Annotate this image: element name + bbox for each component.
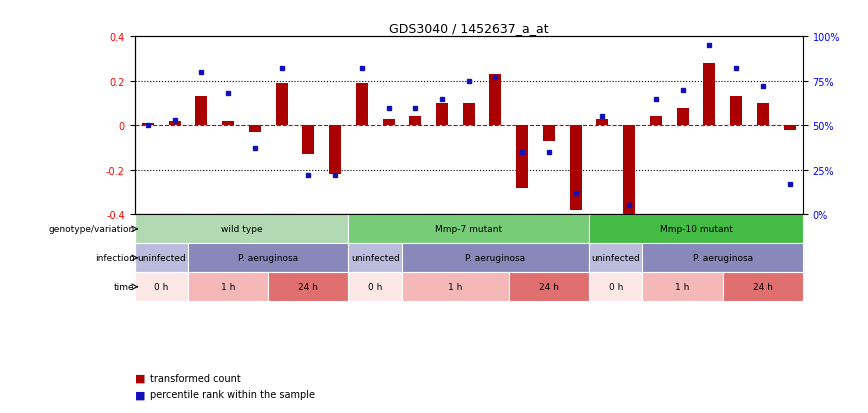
Bar [642, 215, 669, 282]
Bar [348, 244, 402, 273]
Text: P. aeruginosa: P. aeruginosa [238, 254, 299, 263]
Bar [623, 126, 635, 215]
Bar [429, 215, 456, 282]
Text: 24 h: 24 h [539, 282, 559, 292]
Bar [482, 215, 509, 282]
Bar [302, 126, 314, 155]
Bar [241, 215, 268, 282]
Bar [509, 215, 536, 282]
Bar [569, 126, 582, 210]
Bar [589, 215, 615, 282]
Text: 24 h: 24 h [753, 282, 773, 292]
Text: wild type: wild type [220, 225, 262, 234]
Bar [195, 97, 207, 126]
Text: transformed count: transformed count [150, 373, 241, 383]
Text: Mmp-10 mutant: Mmp-10 mutant [660, 225, 733, 234]
Text: time: time [114, 282, 135, 292]
Bar [536, 215, 562, 282]
Text: 24 h: 24 h [299, 282, 319, 292]
Bar [589, 244, 642, 273]
Text: 1 h: 1 h [675, 282, 690, 292]
Bar [676, 108, 688, 126]
Bar [562, 215, 589, 282]
Text: 0 h: 0 h [608, 282, 623, 292]
Bar [490, 75, 502, 126]
Bar [295, 215, 322, 282]
Bar [188, 273, 268, 301]
Bar [650, 117, 662, 126]
Bar [348, 273, 402, 301]
Bar [596, 119, 608, 126]
Bar [463, 104, 475, 126]
Text: uninfected: uninfected [591, 254, 640, 263]
Text: uninfected: uninfected [351, 254, 399, 263]
Bar [188, 215, 214, 282]
Bar [375, 215, 402, 282]
Bar [509, 273, 589, 301]
Bar [322, 215, 348, 282]
Bar [268, 273, 348, 301]
Bar [141, 124, 154, 126]
Text: genotype/variation: genotype/variation [49, 225, 135, 234]
Bar [383, 119, 395, 126]
Text: ■: ■ [135, 389, 145, 399]
Bar [249, 126, 261, 133]
Text: ■: ■ [135, 373, 145, 383]
Bar [135, 273, 188, 301]
Bar [669, 215, 696, 282]
Bar [188, 244, 348, 273]
Bar [275, 84, 287, 126]
Bar [402, 244, 589, 273]
Bar [703, 64, 715, 126]
Bar [749, 215, 776, 282]
Bar [456, 215, 482, 282]
Bar [730, 97, 742, 126]
Text: P. aeruginosa: P. aeruginosa [465, 254, 525, 263]
Bar [776, 215, 803, 282]
Bar [723, 215, 749, 282]
Text: 1 h: 1 h [221, 282, 235, 292]
Bar [696, 215, 723, 282]
Bar [168, 121, 181, 126]
Bar [723, 273, 803, 301]
Bar [135, 244, 188, 273]
Bar [348, 215, 375, 282]
Bar [409, 117, 421, 126]
Text: P. aeruginosa: P. aeruginosa [693, 254, 753, 263]
Text: 0 h: 0 h [155, 282, 168, 292]
Bar [516, 126, 529, 188]
Bar [642, 244, 803, 273]
Text: infection: infection [95, 254, 135, 263]
Bar [615, 215, 642, 282]
Bar [135, 215, 161, 282]
Bar [348, 215, 589, 244]
Bar [222, 121, 234, 126]
Text: percentile rank within the sample: percentile rank within the sample [150, 389, 315, 399]
Bar [642, 273, 723, 301]
Bar [542, 126, 555, 142]
Text: Mmp-7 mutant: Mmp-7 mutant [435, 225, 503, 234]
Text: 0 h: 0 h [368, 282, 382, 292]
Bar [356, 84, 368, 126]
Text: uninfected: uninfected [137, 254, 186, 263]
Bar [757, 104, 769, 126]
Bar [135, 215, 348, 244]
Bar [402, 215, 429, 282]
Bar [329, 126, 341, 175]
Bar [784, 126, 796, 131]
Bar [436, 104, 448, 126]
Text: 1 h: 1 h [448, 282, 463, 292]
Bar [268, 215, 295, 282]
Bar [161, 215, 188, 282]
Bar [589, 215, 803, 244]
Bar [214, 215, 241, 282]
Bar [402, 273, 509, 301]
Bar [589, 273, 642, 301]
Title: GDS3040 / 1452637_a_at: GDS3040 / 1452637_a_at [389, 21, 549, 35]
